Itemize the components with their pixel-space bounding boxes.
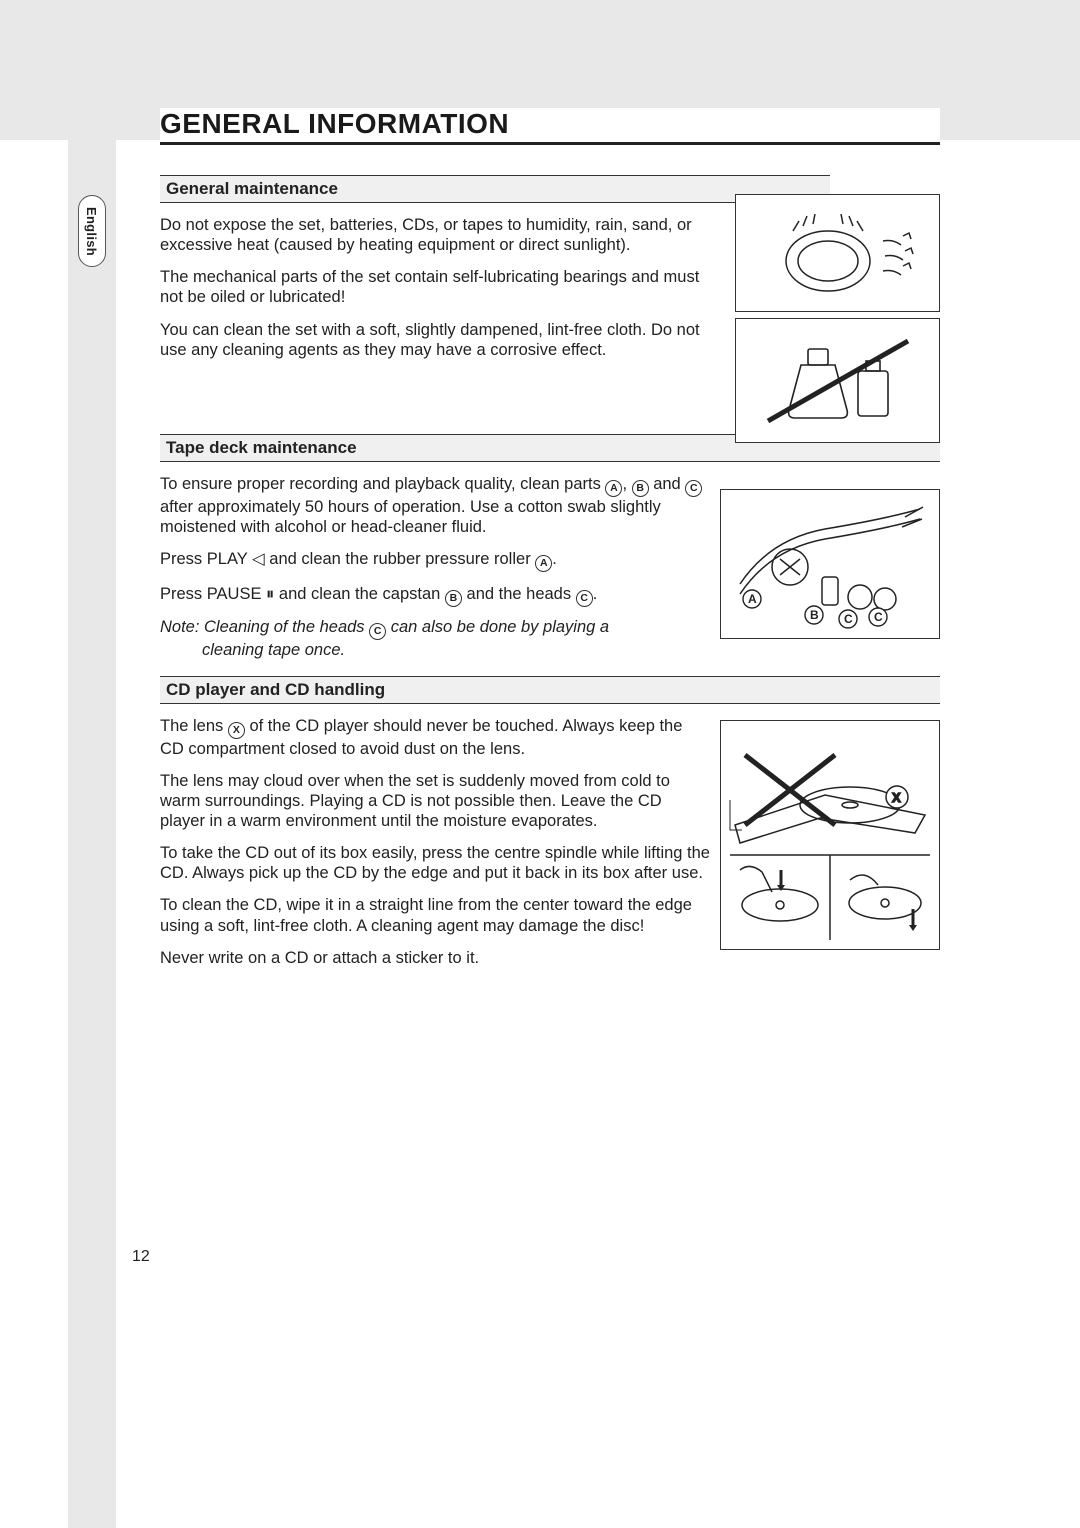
section-heading-cd: CD player and CD handling bbox=[160, 676, 940, 704]
svg-text:B: B bbox=[810, 608, 819, 622]
svg-text:X: X bbox=[892, 790, 901, 805]
text-run: , bbox=[622, 475, 631, 493]
text-run: To ensure proper recording and playback … bbox=[160, 475, 605, 493]
label-c-icon: C bbox=[576, 590, 593, 607]
figure-humidity-icon bbox=[735, 194, 940, 312]
text-run: and the heads bbox=[462, 585, 576, 603]
figure-tape-heads-icon: A B C C bbox=[720, 489, 940, 639]
section-body-tape: To ensure proper recording and playback … bbox=[160, 474, 710, 660]
text-run: cleaning tape once. bbox=[202, 640, 710, 660]
language-label: English bbox=[85, 206, 100, 255]
figure-cd-handling-icon: X bbox=[720, 720, 940, 950]
label-c-icon: C bbox=[685, 480, 702, 497]
page: English GENERAL INFORMATION General main… bbox=[0, 0, 1080, 1528]
paragraph: Do not expose the set, batteries, CDs, o… bbox=[160, 215, 710, 255]
text-run: after approximately 50 hours of operatio… bbox=[160, 498, 661, 536]
paragraph: The lens may cloud over when the set is … bbox=[160, 771, 710, 831]
page-number: 12 bbox=[132, 1248, 150, 1266]
text-run: . bbox=[552, 550, 557, 568]
label-b-icon: B bbox=[632, 480, 649, 497]
note: Note: Cleaning of the heads C can also b… bbox=[160, 617, 710, 660]
text-run: The lens bbox=[160, 717, 228, 735]
label-c-icon: C bbox=[369, 623, 386, 640]
paragraph: Press PAUSE ⏸ and clean the capstan B an… bbox=[160, 584, 710, 607]
side-strip bbox=[68, 140, 116, 1528]
text-run: Press PAUSE ⏸ and clean the capstan bbox=[160, 585, 445, 603]
page-title: GENERAL INFORMATION bbox=[160, 108, 940, 145]
section-body-cd: The lens X of the CD player should never… bbox=[160, 716, 710, 968]
svg-text:C: C bbox=[874, 610, 883, 624]
text-run: can also be done by playing a bbox=[386, 618, 609, 636]
section-heading-general: General maintenance bbox=[160, 175, 830, 203]
paragraph: To clean the CD, wipe it in a straight l… bbox=[160, 895, 710, 935]
title-block: GENERAL INFORMATION bbox=[160, 108, 940, 151]
paragraph: The mechanical parts of the set contain … bbox=[160, 267, 710, 307]
figure-no-chemicals-icon bbox=[735, 318, 940, 443]
paragraph: Never write on a CD or attach a sticker … bbox=[160, 948, 710, 968]
label-b-icon: B bbox=[445, 590, 462, 607]
paragraph: To take the CD out of its box easily, pr… bbox=[160, 843, 710, 883]
label-x-icon: X bbox=[228, 722, 245, 739]
text-run: Note: Cleaning of the heads bbox=[160, 618, 369, 636]
text-run: and bbox=[649, 475, 686, 493]
paragraph: You can clean the set with a soft, sligh… bbox=[160, 320, 710, 360]
svg-text:A: A bbox=[748, 592, 757, 606]
text-run: Press PLAY ◁ and clean the rubber pressu… bbox=[160, 550, 535, 568]
paragraph: Press PLAY ◁ and clean the rubber pressu… bbox=[160, 549, 710, 572]
paragraph: The lens X of the CD player should never… bbox=[160, 716, 710, 759]
label-a-icon: A bbox=[535, 555, 552, 572]
label-a-icon: A bbox=[605, 480, 622, 497]
svg-text:C: C bbox=[844, 612, 853, 626]
text-run: . bbox=[593, 585, 598, 603]
section-body-general: Do not expose the set, batteries, CDs, o… bbox=[160, 215, 710, 360]
language-tab: English bbox=[78, 195, 106, 267]
paragraph: To ensure proper recording and playback … bbox=[160, 474, 710, 537]
